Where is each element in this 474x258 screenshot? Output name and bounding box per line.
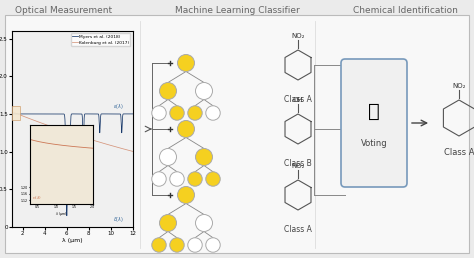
- Text: $\varepsilon(\lambda)$: $\varepsilon(\lambda)$: [113, 102, 124, 111]
- Myers et al. (2018): [30, 112, 36, 116]
- Text: Chemical Identification: Chemical Identification: [353, 6, 458, 15]
- Myers et al. (2018): [61, 112, 66, 116]
- Text: Class A: Class A: [444, 148, 474, 157]
- Kolenburg et al. (2017): [30, 118, 36, 122]
- Kolenburg et al. (2017): [115, 146, 120, 149]
- Circle shape: [177, 54, 194, 71]
- Circle shape: [159, 214, 176, 231]
- Circle shape: [188, 106, 202, 120]
- Myers et al. (2018): [128, 112, 133, 116]
- Kolenburg et al. (2017): [23, 116, 28, 119]
- Circle shape: [195, 83, 212, 100]
- Circle shape: [188, 172, 202, 186]
- Kolenburg et al. (2017): [128, 149, 133, 152]
- Circle shape: [152, 172, 166, 186]
- Kolenburg et al. (2017): [130, 150, 136, 153]
- Myers et al. (2018): [23, 112, 28, 116]
- Circle shape: [195, 149, 212, 165]
- Text: Class A: Class A: [284, 225, 312, 234]
- Myers et al. (2018): [9, 112, 15, 116]
- Circle shape: [177, 187, 194, 204]
- Myers et al. (2018): [115, 112, 120, 116]
- Text: Class A: Class A: [284, 95, 312, 104]
- Circle shape: [170, 172, 184, 186]
- Bar: [12, 106, 19, 120]
- FancyBboxPatch shape: [5, 15, 469, 253]
- Circle shape: [170, 106, 184, 120]
- Circle shape: [159, 83, 176, 100]
- Text: OH: OH: [292, 97, 303, 103]
- Kolenburg et al. (2017): [55, 127, 61, 131]
- Text: Voting: Voting: [361, 139, 387, 148]
- Circle shape: [188, 238, 202, 252]
- Circle shape: [177, 120, 194, 138]
- Circle shape: [152, 238, 166, 252]
- Circle shape: [206, 172, 220, 186]
- Text: NO₂: NO₂: [291, 163, 305, 169]
- Text: Optical Measurement: Optical Measurement: [16, 6, 112, 15]
- Circle shape: [206, 238, 220, 252]
- Circle shape: [195, 214, 212, 231]
- Myers et al. (2018): [64, 214, 70, 217]
- Legend: Myers et al. (2018), Kolenburg et al. (2017): Myers et al. (2018), Kolenburg et al. (2…: [71, 33, 130, 46]
- Kolenburg et al. (2017): [9, 110, 15, 113]
- Myers et al. (2018): [130, 112, 136, 116]
- Line: Myers et al. (2018): Myers et al. (2018): [12, 114, 133, 216]
- Circle shape: [159, 149, 176, 165]
- Circle shape: [170, 238, 184, 252]
- X-axis label: λ (μm): λ (μm): [62, 238, 82, 243]
- Text: Machine Learning Classifier: Machine Learning Classifier: [174, 6, 300, 15]
- Line: Kolenburg et al. (2017): Kolenburg et al. (2017): [12, 112, 133, 151]
- Text: NO₂: NO₂: [291, 33, 305, 39]
- Circle shape: [152, 106, 166, 120]
- Text: Class B: Class B: [284, 159, 312, 168]
- Circle shape: [206, 106, 220, 120]
- Myers et al. (2018): [55, 112, 61, 116]
- Text: NO₂: NO₂: [452, 83, 466, 89]
- FancyBboxPatch shape: [341, 59, 407, 187]
- Text: $\delta(\lambda)$: $\delta(\lambda)$: [113, 215, 124, 224]
- Text: 🙌: 🙌: [368, 101, 380, 120]
- Kolenburg et al. (2017): [61, 129, 66, 132]
